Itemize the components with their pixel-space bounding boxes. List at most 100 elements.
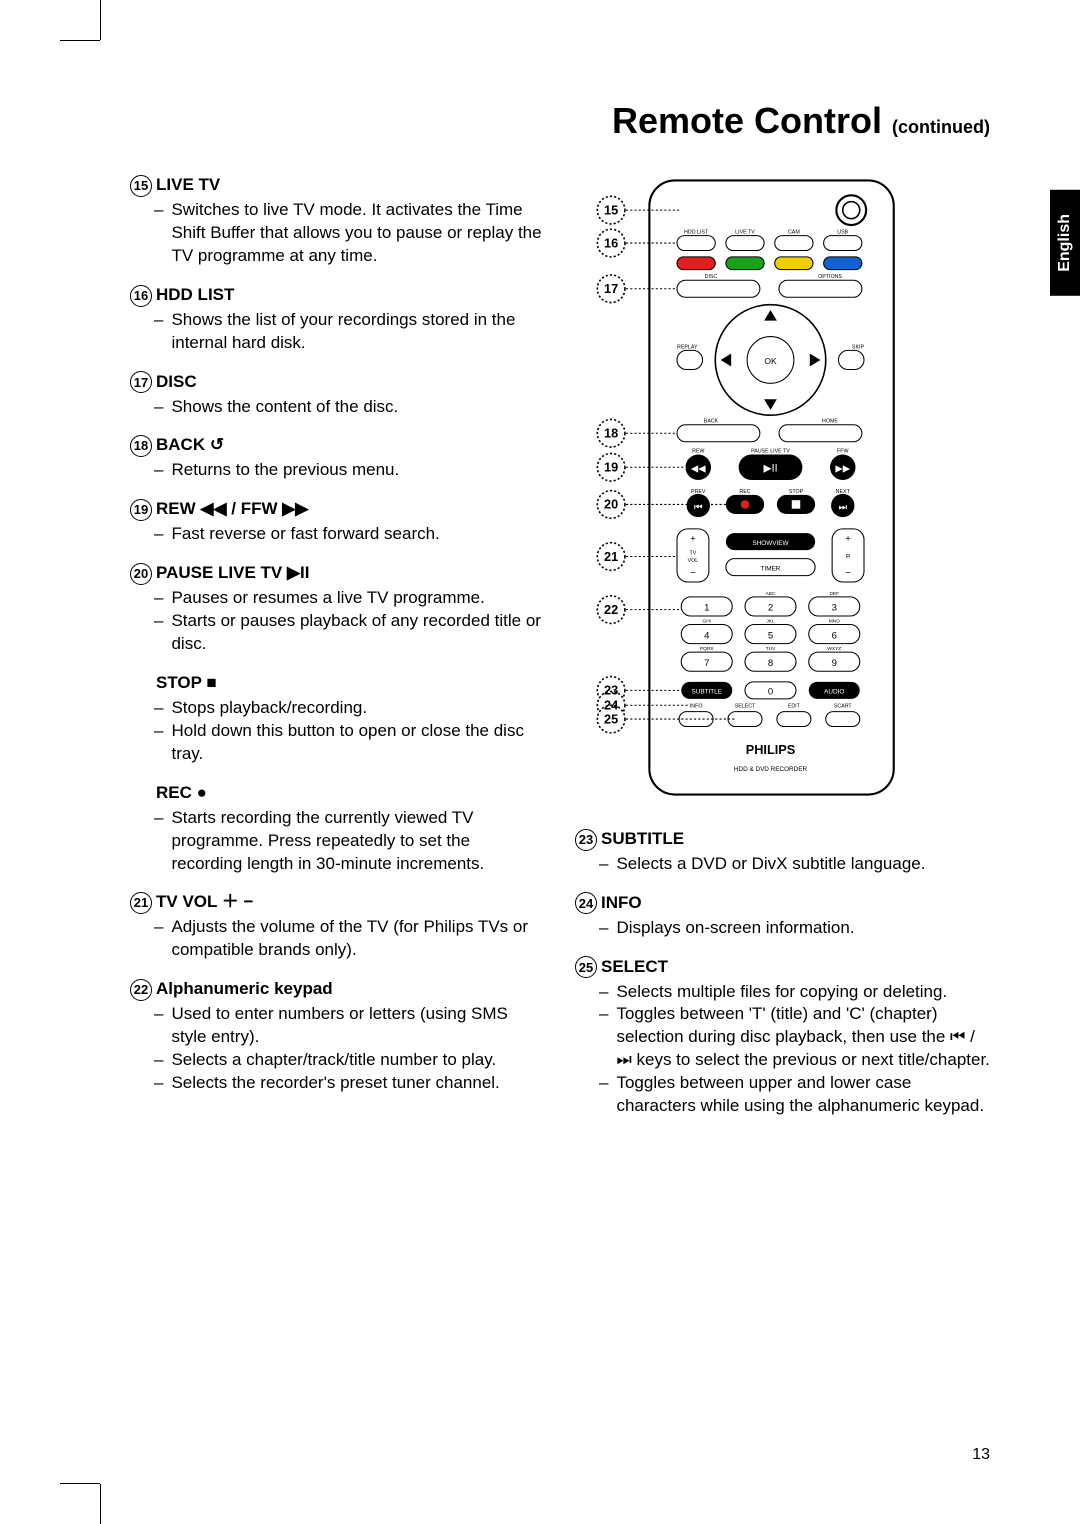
svg-text:TV: TV (690, 550, 697, 556)
page-number: 13 (972, 1446, 990, 1464)
svg-text:PAUSE LIVE TV: PAUSE LIVE TV (751, 448, 790, 454)
svg-text:USB: USB (837, 230, 848, 236)
entry-bullet: –Starts or pauses playback of any record… (130, 610, 545, 656)
title-main: Remote Control (612, 100, 882, 141)
svg-text:SUBTITLE: SUBTITLE (692, 689, 722, 696)
svg-text:+: + (845, 534, 851, 545)
svg-text:3: 3 (832, 603, 837, 614)
svg-text:STOP: STOP (789, 489, 804, 495)
svg-text:HOME: HOME (822, 419, 838, 425)
svg-text:19: 19 (604, 460, 618, 475)
svg-text:25: 25 (604, 711, 618, 726)
svg-text:LIVE TV: LIVE TV (735, 230, 755, 236)
svg-text:TUV: TUV (766, 646, 776, 652)
svg-text:9: 9 (832, 658, 837, 669)
remote-svg: HDD LIST LIVE TV CAM USB DISC OPTIONS (575, 174, 915, 801)
svg-text:MNO: MNO (829, 618, 840, 624)
svg-text:PHILIPS: PHILIPS (746, 742, 796, 757)
svg-text:15: 15 (604, 202, 618, 217)
entry-bullet: –Toggles between upper and lower case ch… (575, 1072, 990, 1118)
svg-text:5: 5 (768, 630, 773, 641)
entry-heading: REC ● (156, 782, 207, 805)
svg-text:WXYZ: WXYZ (827, 646, 841, 652)
circled-number: 20 (130, 563, 152, 585)
left-column: 15LIVE TV–Switches to live TV mode. It a… (130, 174, 545, 1134)
circled-number: 24 (575, 892, 597, 914)
svg-text:OPTIONS: OPTIONS (818, 274, 842, 280)
circled-number: 17 (130, 371, 152, 393)
svg-text:EDIT: EDIT (788, 703, 801, 709)
svg-text:+: + (690, 534, 696, 545)
circled-number: 21 (130, 892, 152, 914)
svg-text:SELECT: SELECT (735, 703, 756, 709)
svg-text:FFW: FFW (837, 448, 848, 454)
entry-bullet: –Selects a DVD or DivX subtitle language… (575, 853, 990, 876)
circled-number: 16 (130, 285, 152, 307)
svg-text:6: 6 (832, 630, 837, 641)
entry: 18BACK ↺–Returns to the previous menu. (130, 434, 545, 482)
svg-text:22: 22 (604, 602, 618, 617)
entry-bullet: –Displays on-screen information. (575, 917, 990, 940)
entry-bullet: –Returns to the previous menu. (130, 459, 545, 482)
entry-heading: BACK ↺ (156, 434, 224, 457)
entry: 17DISC–Shows the content of the disc. (130, 371, 545, 419)
entry-heading: PAUSE LIVE TV ▶II (156, 562, 310, 585)
entry-bullet: –Selects a chapter/track/title number to… (130, 1049, 545, 1072)
crop-mark (60, 40, 100, 41)
entry-bullet: –Starts recording the currently viewed T… (130, 807, 545, 876)
entry-heading: STOP ■ (156, 672, 217, 695)
svg-text:20: 20 (604, 497, 618, 512)
svg-text:TIMER: TIMER (761, 565, 781, 572)
entry-heading: DISC (156, 371, 197, 394)
crop-mark (60, 1483, 100, 1484)
entry: 19REW ◀◀ / FFW ▶▶–Fast reverse or fast f… (130, 498, 545, 546)
entry-bullet: –Shows the content of the disc. (130, 396, 545, 419)
svg-text:24: 24 (604, 698, 619, 713)
entry-bullet: –Adjusts the volume of the TV (for Phili… (130, 916, 545, 962)
entry: 25SELECT–Selects multiple files for copy… (575, 956, 990, 1119)
entry-bullet: –Shows the list of your recordings store… (130, 309, 545, 355)
svg-text:INFO: INFO (690, 703, 703, 709)
entry: 24INFO–Displays on-screen information. (575, 892, 990, 940)
svg-text:21: 21 (604, 549, 618, 564)
svg-text:DISC: DISC (705, 274, 718, 280)
entry-heading: REW ◀◀ / FFW ▶▶ (156, 498, 308, 521)
remote-figure: HDD LIST LIVE TV CAM USB DISC OPTIONS (575, 174, 915, 808)
svg-text:REPLAY: REPLAY (677, 344, 698, 350)
svg-text:PQRS: PQRS (700, 646, 714, 652)
right-entries: 23SUBTITLE–Selects a DVD or DivX subtitl… (575, 828, 990, 1118)
entry-bullet: –Switches to live TV mode. It activates … (130, 199, 545, 268)
svg-text:REC: REC (739, 489, 750, 495)
svg-text:ABC: ABC (766, 591, 776, 597)
entry-bullet: –Stops playback/recording. (130, 697, 545, 720)
svg-text:BACK: BACK (704, 419, 719, 425)
circled-number: 23 (575, 829, 597, 851)
svg-text:HDD LIST: HDD LIST (684, 230, 709, 236)
circled-number: 22 (130, 979, 152, 1001)
entry-heading: Alphanumeric keypad (156, 978, 333, 1001)
entry-bullet: –Toggles between 'T' (title) and 'C' (ch… (575, 1003, 990, 1072)
circled-number: 18 (130, 435, 152, 457)
circled-number: 19 (130, 499, 152, 521)
svg-text:2: 2 (768, 603, 773, 614)
entry: 23SUBTITLE–Selects a DVD or DivX subtitl… (575, 828, 990, 876)
entry: 15LIVE TV–Switches to live TV mode. It a… (130, 174, 545, 268)
svg-text:HDD & DVD RECORDER: HDD & DVD RECORDER (734, 766, 808, 773)
entry-bullet: –Selects multiple files for copying or d… (575, 981, 990, 1004)
entry-heading: INFO (601, 892, 642, 915)
svg-text:AUDIO: AUDIO (824, 689, 844, 696)
svg-text:JKL: JKL (766, 618, 775, 624)
svg-text:⏮: ⏮ (694, 502, 703, 513)
svg-text:8: 8 (768, 658, 773, 669)
entry-heading: SUBTITLE (601, 828, 684, 851)
svg-text:⏭: ⏭ (838, 502, 847, 513)
page-title: Remote Control (continued) (130, 100, 990, 142)
entry-bullet: –Selects the recorder's preset tuner cha… (130, 1072, 545, 1095)
entry-heading: TV VOL ＋ − (156, 891, 253, 914)
svg-text:CAM: CAM (788, 230, 800, 236)
svg-text:◀◀: ◀◀ (691, 464, 706, 475)
title-continued: (continued) (892, 117, 990, 137)
svg-text:VOL: VOL (688, 558, 699, 564)
entry: REC ●–Starts recording the currently vie… (130, 782, 545, 876)
svg-text:GHI: GHI (703, 618, 711, 624)
